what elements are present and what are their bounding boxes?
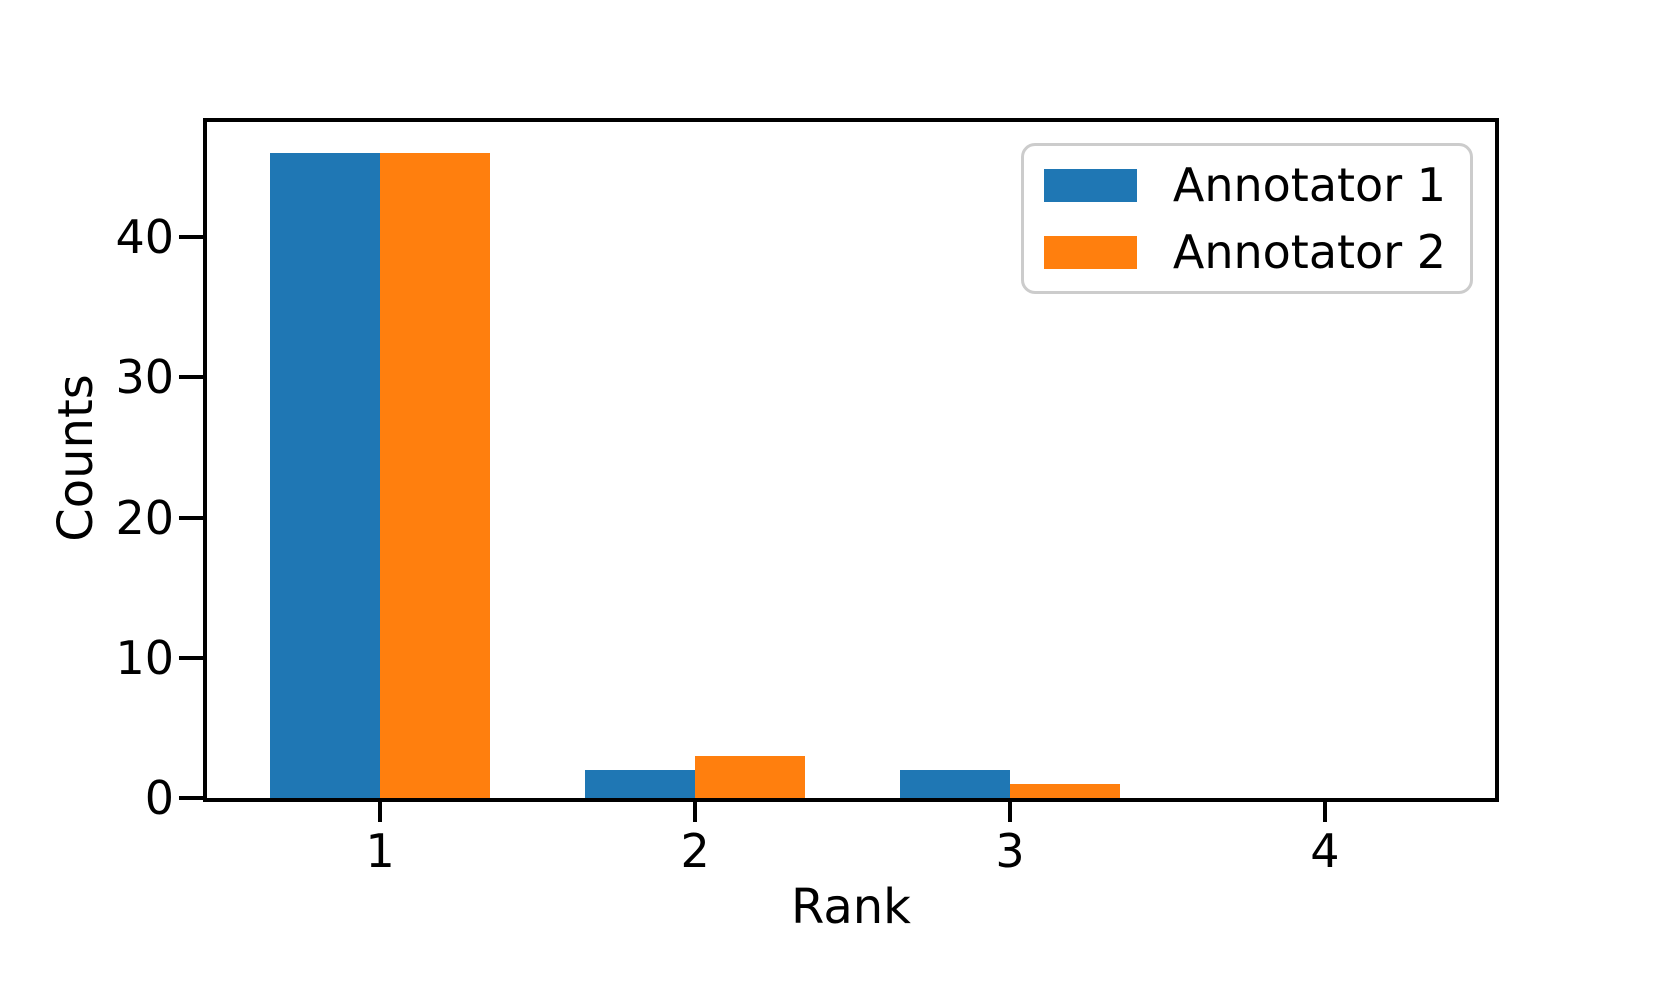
- x-axis-title: Rank: [791, 879, 911, 935]
- x-tick-mark-4: [1322, 802, 1327, 822]
- bar-series2-rank1: [380, 152, 491, 798]
- x-tick-label-1: 1: [365, 824, 395, 878]
- legend-label-series1: Annotator 1: [1172, 158, 1446, 212]
- plot-area: 0 10 20 30 40 1 2 3 4 Annotator 1 Annotator 2: [115, 118, 1499, 874]
- y-tick-label-30: 30: [115, 350, 174, 405]
- bar-series2-rank2: [695, 755, 806, 798]
- y-tick-label-20: 20: [115, 490, 174, 545]
- y-tick-mark-30: [179, 375, 203, 380]
- y-tick-label-0: 0: [144, 771, 174, 825]
- legend-swatch-series2: [1043, 235, 1137, 269]
- x-tick-label-3: 3: [995, 824, 1025, 878]
- x-tick-label-4: 4: [1310, 824, 1340, 878]
- y-tick-label-10: 10: [115, 630, 174, 685]
- x-tick-label-2: 2: [680, 824, 710, 878]
- y-tick-mark-20: [179, 515, 203, 520]
- bar-series1-rank2: [584, 769, 696, 798]
- legend-entry-2: Annotator 2: [1043, 225, 1446, 279]
- y-tick-mark-10: [179, 655, 203, 660]
- legend: Annotator 1 Annotator 2: [1020, 143, 1473, 294]
- bar-series1-rank3: [899, 769, 1011, 798]
- legend-swatch-series1: [1043, 168, 1137, 202]
- y-tick-mark-40: [179, 235, 203, 239]
- legend-entry-1: Annotator 1: [1043, 158, 1446, 212]
- x-tick-mark-1: [378, 802, 383, 822]
- x-tick-mark-3: [1008, 802, 1013, 822]
- legend-label-series2: Annotator 2: [1172, 225, 1446, 279]
- x-tick-mark-2: [693, 802, 698, 822]
- y-tick-label-40: 40: [115, 210, 174, 264]
- bar-series2-rank3: [1010, 783, 1121, 798]
- bar-series1-rank1: [269, 152, 381, 798]
- y-tick-mark-0: [179, 796, 203, 800]
